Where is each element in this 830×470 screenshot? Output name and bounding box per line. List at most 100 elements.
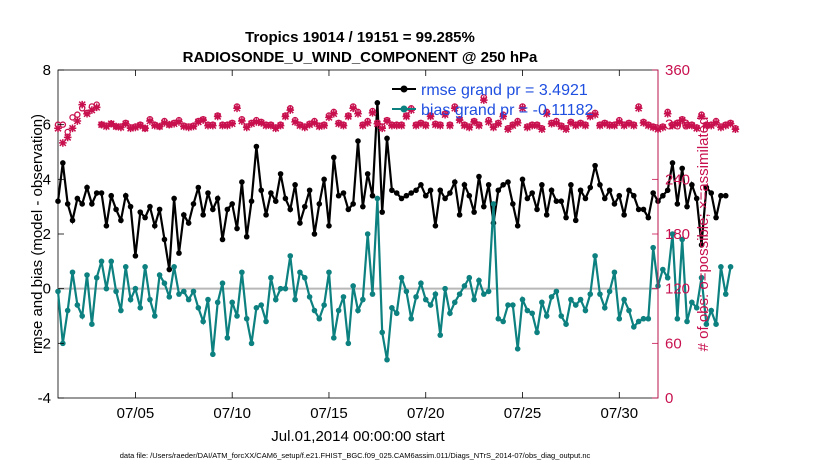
rmse-point: [403, 192, 410, 199]
obs-assimilated-point: [484, 118, 493, 126]
obs-assimilated-point: [117, 123, 125, 132]
obs-assimilated-point: [707, 121, 716, 130]
rmse-point: [166, 266, 173, 273]
bias-point: [422, 296, 429, 303]
rmse-point: [214, 195, 221, 202]
obs-assimilated-point: [412, 121, 420, 130]
rmse-point: [340, 190, 347, 196]
rmse-point: [282, 195, 289, 202]
obs-assimilated-point: [542, 109, 551, 118]
obs-assimilated-point: [68, 124, 77, 133]
obs-assimilated-point: [731, 125, 740, 134]
obs-assimilated-point: [562, 125, 570, 134]
obs-assimilated-point: [634, 104, 643, 113]
bias-point: [524, 307, 531, 314]
rmse-point: [505, 179, 511, 185]
obs-assimilated-point: [291, 118, 299, 126]
rmse-point: [543, 212, 550, 218]
rmse-point: [606, 187, 613, 194]
obs-assimilated-point: [581, 121, 590, 130]
rmse-point: [190, 201, 197, 207]
rmse-point: [713, 214, 719, 221]
bias-point: [103, 285, 110, 292]
obs-assimilated-point: [605, 121, 614, 130]
rmse-point: [500, 182, 506, 188]
obs-assimilated-point: [286, 106, 295, 114]
bias-point: [616, 315, 623, 322]
bias-point: [321, 302, 327, 308]
bias-point: [297, 269, 303, 276]
bias-point: [539, 299, 545, 306]
rmse-point: [229, 201, 235, 207]
obs-assimilated-point: [688, 121, 696, 130]
obs-assimilated-point: [83, 109, 91, 118]
rmse-point: [311, 231, 318, 237]
bias-point: [587, 291, 594, 297]
obs-assimilated-point: [257, 119, 266, 127]
bias-point: [64, 307, 71, 314]
rmse-point: [422, 192, 429, 199]
bias-point: [84, 272, 90, 278]
rmse-point: [331, 154, 337, 161]
obs-assimilated-point: [576, 119, 585, 128]
rmse-point: [534, 206, 540, 213]
obs-assimilated-point: [533, 121, 541, 130]
rmse-point: [272, 198, 279, 204]
bias-point: [379, 329, 385, 336]
obs-assimilated-point: [63, 133, 72, 142]
bias-point: [243, 315, 250, 322]
rmse-point: [722, 192, 729, 199]
rmse-point: [384, 135, 390, 142]
rmse-point: [393, 190, 400, 196]
legend-bias-label: bias grand pr = -0.11182: [421, 102, 594, 119]
obs-assimilated-point: [276, 121, 285, 130]
rmse-point: [374, 100, 381, 106]
bias-point: [364, 231, 371, 237]
obs-assimilated-point: [523, 123, 532, 132]
rmse-point: [156, 206, 163, 213]
rmse-point: [616, 192, 623, 199]
rmse-point: [519, 176, 526, 183]
bias-point: [476, 277, 482, 284]
obs-assimilated-point: [630, 121, 638, 130]
obs-assimilated-point: [107, 119, 116, 128]
obs-assimilated-point: [310, 119, 319, 127]
bias-point: [447, 310, 453, 317]
y-right-tick-label: 240: [665, 171, 690, 188]
bias-point: [263, 318, 269, 325]
rmse-point: [122, 192, 129, 199]
bias-point: [606, 288, 613, 295]
rmse-point: [597, 182, 603, 188]
bias-point: [272, 296, 279, 303]
obs-assimilated-point: [489, 123, 498, 132]
obs-assimilated-point: [213, 112, 222, 121]
rmse-point: [471, 209, 477, 215]
rmse-point: [326, 223, 332, 229]
rmse-point: [514, 223, 521, 229]
bias-point: [408, 315, 415, 322]
bias-point: [277, 285, 284, 292]
rmse-point: [60, 160, 66, 166]
bias-point: [287, 253, 294, 259]
bias-point: [292, 296, 298, 303]
rmse-point: [108, 192, 115, 199]
bias-point: [239, 269, 245, 276]
bias-point: [679, 236, 685, 243]
rmse-point: [481, 203, 487, 210]
bias-point: [142, 264, 148, 270]
obs-assimilated-point: [407, 106, 416, 114]
bias-point: [89, 321, 95, 328]
bias-point: [698, 274, 705, 281]
bias-point: [229, 299, 235, 306]
bias-point: [258, 302, 265, 308]
bias-point: [456, 291, 463, 297]
bias-point: [268, 274, 274, 281]
obs-assimilated-point: [242, 123, 251, 132]
bias-point: [519, 296, 526, 303]
rmse-point: [553, 198, 560, 204]
obs-assimilated-point: [59, 139, 67, 147]
bias-point: [650, 244, 656, 251]
obs-assimilated-point: [150, 121, 159, 130]
obs-assimilated-point: [184, 123, 193, 132]
rmse-point: [205, 190, 211, 196]
